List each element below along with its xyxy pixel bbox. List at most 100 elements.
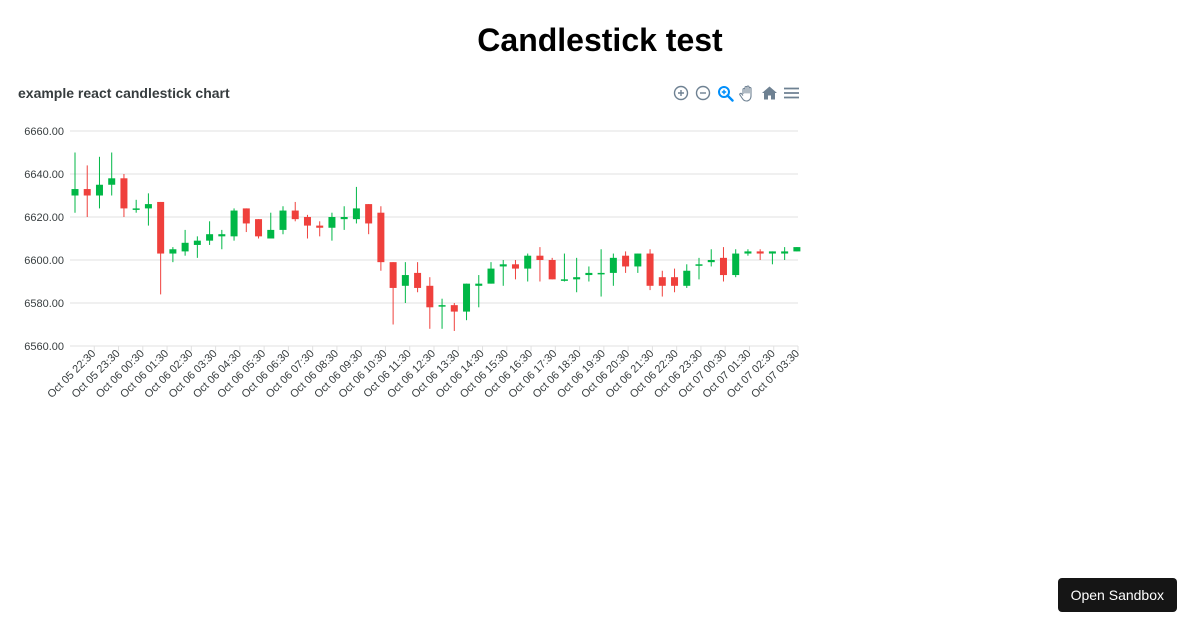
candle-body — [524, 255, 532, 269]
candle[interactable] — [475, 275, 483, 308]
candle-body — [242, 208, 250, 224]
candle[interactable] — [303, 214, 311, 239]
candle[interactable] — [144, 193, 152, 226]
candle-body — [548, 260, 556, 280]
candle[interactable] — [83, 165, 91, 217]
candle[interactable] — [609, 253, 617, 286]
candle[interactable] — [548, 257, 556, 280]
candle[interactable] — [414, 262, 422, 293]
selection-zoom-icon[interactable] — [716, 84, 734, 102]
candle[interactable] — [622, 251, 630, 273]
candle[interactable] — [768, 251, 776, 265]
candle[interactable] — [169, 247, 177, 263]
candle[interactable] — [450, 303, 458, 331]
candle[interactable] — [193, 236, 201, 258]
candle[interactable] — [279, 206, 287, 235]
candle-body — [671, 277, 679, 286]
candle[interactable] — [181, 229, 189, 256]
candle-body — [609, 257, 617, 273]
candle[interactable] — [291, 201, 299, 222]
candle-body — [108, 178, 116, 185]
candle[interactable] — [781, 247, 789, 260]
candle[interactable] — [634, 253, 642, 273]
candle[interactable] — [511, 260, 519, 280]
candle[interactable] — [585, 266, 593, 282]
candle[interactable] — [597, 249, 605, 297]
candle[interactable] — [438, 298, 446, 329]
chart-title: example react candlestick chart — [18, 85, 230, 101]
candle[interactable] — [732, 249, 740, 278]
candle-body — [646, 253, 654, 286]
candle[interactable] — [340, 206, 348, 230]
candle-body — [463, 283, 471, 312]
candle-body — [181, 242, 189, 252]
candle[interactable] — [756, 249, 764, 260]
candle[interactable] — [487, 262, 495, 284]
candle[interactable] — [401, 262, 409, 303]
candle[interactable] — [683, 264, 691, 288]
pan-hand-icon[interactable] — [738, 84, 756, 102]
candle-body — [352, 208, 360, 220]
candle-body — [414, 272, 422, 288]
candle-body — [756, 251, 764, 254]
candle-body — [573, 277, 581, 280]
open-sandbox-button[interactable]: Open Sandbox — [1057, 578, 1177, 612]
candle-body — [719, 257, 727, 276]
reset-home-icon[interactable] — [760, 84, 778, 102]
candle[interactable] — [463, 283, 471, 321]
candle[interactable] — [267, 212, 275, 239]
candle-body — [511, 264, 519, 269]
candle-body — [377, 212, 385, 263]
candle[interactable] — [255, 219, 263, 239]
candle[interactable] — [157, 201, 165, 295]
candle[interactable] — [426, 277, 434, 329]
candle[interactable] — [646, 249, 654, 291]
candle[interactable] — [573, 257, 581, 293]
candle-body — [487, 268, 495, 284]
page-title: Candlestick test — [477, 22, 723, 58]
candle-body — [793, 247, 801, 252]
y-axis: 6560.00 6580.00 6600.00 6620.00 6640.00 6660.… — [24, 126, 64, 353]
candle[interactable] — [389, 262, 397, 325]
y-tick-label: 6560.00 — [24, 341, 64, 353]
candle[interactable] — [328, 212, 336, 241]
candle-body — [316, 225, 324, 228]
candle-body — [695, 264, 703, 266]
candle[interactable] — [352, 186, 360, 224]
candle[interactable] — [695, 257, 703, 280]
candle[interactable] — [793, 247, 801, 252]
candle[interactable] — [377, 206, 385, 271]
candle[interactable] — [316, 221, 324, 237]
candle[interactable] — [71, 152, 79, 213]
candle[interactable] — [120, 174, 128, 217]
candle[interactable] — [206, 221, 214, 245]
candle[interactable] — [536, 247, 544, 282]
candle[interactable] — [560, 253, 568, 282]
candles[interactable] — [71, 152, 801, 331]
candle[interactable] — [95, 156, 103, 209]
candle[interactable] — [658, 270, 666, 297]
menu-icon[interactable] — [782, 84, 800, 102]
candle[interactable] — [365, 204, 373, 235]
candle[interactable] — [524, 253, 532, 282]
candlestick-chart: example react candlestick chart 6560.00 6… — [0, 70, 820, 430]
zoom-in-icon[interactable] — [672, 84, 690, 102]
candle[interactable] — [671, 268, 679, 293]
chart-canvas: example react candlestick chart 6560.006… — [18, 85, 802, 401]
candle[interactable] — [707, 249, 715, 267]
candle[interactable] — [132, 199, 140, 213]
candle[interactable] — [744, 249, 752, 256]
candle[interactable] — [230, 208, 238, 241]
candle-body — [475, 283, 483, 286]
y-tick-label: 6620.00 — [24, 212, 64, 224]
candle[interactable] — [108, 152, 116, 196]
candle[interactable] — [242, 208, 250, 233]
candle[interactable] — [499, 260, 507, 286]
zoom-out-icon[interactable] — [694, 84, 712, 102]
candle[interactable] — [719, 247, 727, 282]
candle-body — [781, 251, 789, 254]
candle[interactable] — [218, 229, 226, 250]
candle-body — [279, 210, 287, 230]
candle-body — [732, 253, 740, 276]
